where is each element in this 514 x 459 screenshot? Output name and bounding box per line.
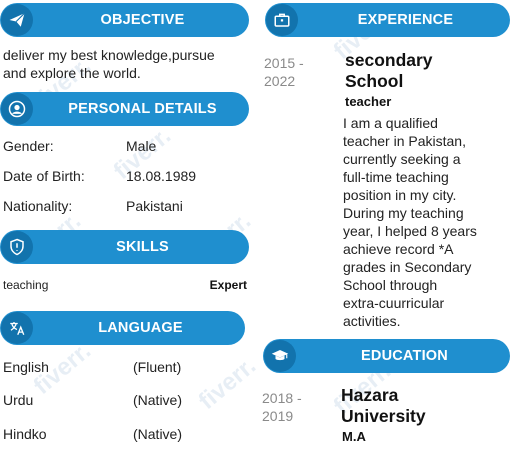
experience-desc-line: During my teaching: [343, 205, 464, 221]
experience-desc-line: activities.: [343, 313, 401, 329]
paper-plane-icon: [1, 4, 33, 36]
education-degree: M.A: [342, 429, 366, 444]
detail-label: Gender:: [3, 138, 54, 154]
language-level: (Native): [133, 392, 183, 408]
detail-value: 18.08.1989: [126, 168, 197, 184]
language-title: LANGUAGE: [98, 320, 183, 336]
experience-year-start: 2015 -: [264, 55, 304, 71]
education-org-line1: Hazara: [341, 385, 399, 405]
education-org-line2: University: [341, 406, 426, 426]
detail-label: Nationality:: [3, 198, 73, 214]
education-year-start: 2018 -: [262, 390, 302, 406]
personal-details-header: PERSONAL DETAILS: [0, 92, 249, 126]
objective-header: OBJECTIVE: [0, 3, 249, 37]
skills-title: SKILLS: [116, 239, 169, 255]
skill-level: Expert: [209, 278, 247, 292]
experience-desc-line: teacher in Pakistan,: [343, 133, 466, 149]
experience-desc-line: I am a qualified: [343, 115, 438, 131]
experience-title: EXPERIENCE: [357, 12, 454, 28]
briefcase-icon: [266, 4, 298, 36]
education-title: EDUCATION: [361, 348, 448, 364]
translate-icon: [1, 312, 33, 344]
education-year-end: 2019: [262, 408, 294, 424]
language-name: English: [3, 359, 49, 375]
experience-desc-line: currently seeking a: [343, 151, 461, 167]
experience-desc-line: year, I helped 8 years: [343, 223, 477, 239]
language-level: (Native): [133, 426, 183, 442]
language-level: (Fluent): [133, 359, 182, 375]
experience-role: teacher: [345, 94, 392, 109]
experience-org-line2: School: [345, 71, 404, 91]
detail-value: Pakistani: [126, 198, 183, 214]
skill-name: teaching: [3, 278, 49, 292]
personal-details-title: PERSONAL DETAILS: [68, 101, 217, 117]
user-icon: [1, 93, 33, 125]
experience-org-line1: secondary: [345, 50, 433, 70]
experience-desc-line: grades in Secondary: [343, 259, 472, 275]
language-name: Hindko: [3, 426, 47, 442]
experience-desc-line: full-time teaching: [343, 169, 449, 185]
experience-year-end: 2022: [264, 73, 296, 89]
objective-text-line1: deliver my best knowledge,pursue: [3, 47, 215, 63]
experience-header: EXPERIENCE: [265, 3, 510, 37]
objective-title: OBJECTIVE: [100, 12, 185, 28]
language-name: Urdu: [3, 392, 34, 408]
detail-value: Male: [126, 138, 157, 154]
graduation-cap-icon: [264, 340, 296, 372]
experience-desc-line: achieve record *A: [343, 241, 454, 257]
language-header: LANGUAGE: [0, 311, 245, 345]
shield-icon: [1, 231, 33, 263]
experience-desc-line: extra-cuurricular: [343, 295, 445, 311]
skills-header: SKILLS: [0, 230, 249, 264]
experience-desc-line: School through: [343, 277, 438, 293]
education-header: EDUCATION: [263, 339, 510, 373]
detail-label: Date of Birth:: [3, 168, 85, 184]
watermark: fiverr.: [193, 352, 262, 415]
objective-text-line2: and explore the world.: [3, 65, 141, 81]
experience-desc-line: position in my city.: [343, 187, 457, 203]
